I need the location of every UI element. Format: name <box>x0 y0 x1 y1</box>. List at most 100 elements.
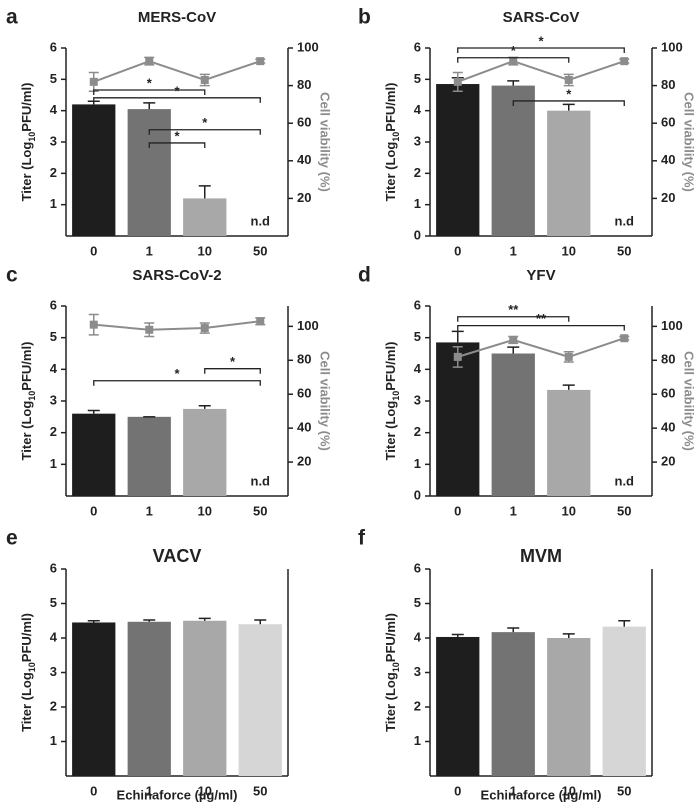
viability-line <box>457 60 625 83</box>
error-bar <box>562 633 575 638</box>
y-axis-label-part: PFU/ml) <box>383 613 398 662</box>
value-label: n.d <box>251 473 271 488</box>
significance-label: * <box>174 366 180 381</box>
y-axis-label: Titer (Log10PFU/ml) <box>383 613 401 732</box>
y-axis-label-part: 10 <box>27 391 37 401</box>
viability-point <box>200 324 209 333</box>
y-tick-label: 6 <box>414 39 421 54</box>
y2-tick-label: 60 <box>661 115 675 130</box>
error-bar <box>562 384 575 390</box>
bar <box>72 622 116 776</box>
y-tick-label: 6 <box>414 297 421 312</box>
significance-bracket <box>93 380 261 386</box>
significance-label: * <box>174 83 180 98</box>
significance-bracket <box>457 47 625 53</box>
bar <box>602 626 646 776</box>
significance-bracket <box>93 97 261 103</box>
bar <box>436 636 480 776</box>
value-label: n.d <box>615 473 635 488</box>
x-tick-label: 10 <box>562 503 576 518</box>
x-tick-label: 0 <box>90 243 97 258</box>
viability-point <box>145 57 154 66</box>
bar <box>547 389 591 496</box>
x-tick-label: 1 <box>510 783 517 798</box>
bar <box>127 416 171 496</box>
significance-label: * <box>147 75 153 90</box>
x-tick-label: 50 <box>253 783 267 798</box>
x-tick-label: 0 <box>90 503 97 518</box>
bar <box>183 620 227 776</box>
x-tick-label: 50 <box>617 243 631 258</box>
y-axis-label-part: Titer (Log <box>383 401 398 461</box>
x-axis-label: Echinaforce (µg/ml) <box>481 787 602 802</box>
viability-point <box>564 352 573 361</box>
viability-point <box>145 325 154 334</box>
y2-axis-label: Cell viability (%) <box>682 351 697 451</box>
panel-letter: b <box>358 6 371 29</box>
y-tick-label: 4 <box>50 629 58 644</box>
significance-label: * <box>202 115 208 130</box>
error-bar <box>451 633 464 637</box>
x-tick-label: 0 <box>454 503 461 518</box>
y-axis-label-part: PFU/ml) <box>19 613 34 662</box>
y-tick-label: 2 <box>50 424 57 439</box>
panel-letter: d <box>358 264 371 287</box>
bar <box>183 408 227 496</box>
error-bar <box>87 620 100 623</box>
x-tick-label: 10 <box>198 243 212 258</box>
y-tick-label: 5 <box>414 595 421 610</box>
x-tick-label: 50 <box>617 503 631 518</box>
y-axis-label: Titer (Log10PFU/ml) <box>19 613 37 732</box>
y2-axis-label: Cell viability (%) <box>318 351 333 451</box>
value-label: n.d <box>251 213 271 228</box>
x-tick-label: 10 <box>562 783 576 798</box>
error-bar <box>254 619 267 625</box>
significance-label: * <box>174 128 180 143</box>
error-bar <box>507 627 520 633</box>
y-tick-label: 2 <box>414 698 421 713</box>
significance-bracket <box>457 316 570 322</box>
y2-tick-label: 40 <box>297 152 311 167</box>
y-tick-label: 6 <box>50 39 57 54</box>
y-tick-label: 5 <box>50 71 57 86</box>
panel-title: MVM <box>520 546 562 566</box>
y-tick-label: 4 <box>414 361 422 376</box>
y-axis-label-part: 10 <box>391 391 401 401</box>
y2-tick-label: 40 <box>661 420 675 435</box>
significance-label: * <box>538 33 544 48</box>
significance-bracket <box>512 100 625 106</box>
y-tick-label: 1 <box>50 196 57 211</box>
viability-point <box>89 320 98 329</box>
y2-tick-label: 60 <box>297 115 311 130</box>
x-tick-label: 1 <box>510 243 517 258</box>
viability-line <box>93 320 261 331</box>
y-tick-label: 5 <box>414 329 421 344</box>
x-tick-label: 50 <box>617 783 631 798</box>
y-tick-label: 2 <box>414 165 421 180</box>
x-tick-label: 0 <box>90 783 97 798</box>
error-bar <box>451 330 464 343</box>
viability-point <box>564 75 573 84</box>
viability-point <box>89 77 98 86</box>
bar <box>547 638 591 776</box>
panel-letter: a <box>6 6 18 29</box>
y-axis-label-part: 10 <box>27 132 37 142</box>
y-tick-label: 3 <box>50 133 57 148</box>
y-tick-label: 1 <box>414 196 421 211</box>
bar <box>72 413 116 496</box>
y-tick-label: 3 <box>50 392 57 407</box>
x-tick-label: 1 <box>510 503 517 518</box>
y2-tick-label: 60 <box>661 386 675 401</box>
y-tick-label: 1 <box>50 456 57 471</box>
viability-line <box>93 60 261 83</box>
y-tick-label: 4 <box>50 102 58 117</box>
y-tick-label: 4 <box>414 629 422 644</box>
y-axis-label-part: PFU/ml) <box>19 83 34 132</box>
x-tick-label: 50 <box>253 503 267 518</box>
x-tick-label: 1 <box>146 783 153 798</box>
y-axis-label-part: 10 <box>391 132 401 142</box>
bar <box>436 342 480 496</box>
y-tick-label: 5 <box>414 71 421 86</box>
y2-tick-label: 60 <box>297 386 311 401</box>
